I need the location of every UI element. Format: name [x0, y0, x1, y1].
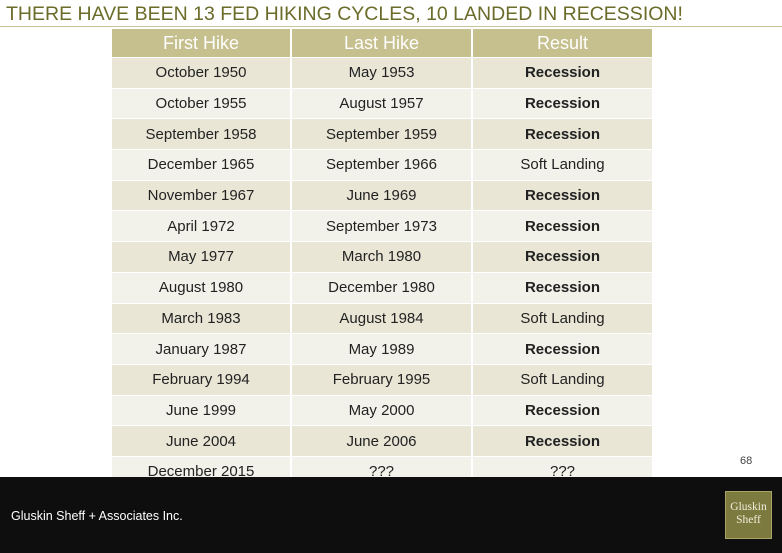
table-row: January 1987 May 1989 Recession — [112, 333, 652, 365]
first-hike-cell: November 1967 — [112, 179, 292, 211]
table-row: May 1977 March 1980 Recession — [112, 241, 652, 273]
first-hike-cell: September 1958 — [112, 118, 292, 150]
table-row: November 1967 June 1969 Recession — [112, 179, 652, 211]
last-hike-cell: March 1980 — [291, 241, 473, 273]
first-hike-cell: February 1994 — [112, 363, 292, 396]
first-hike-cell: August 1980 — [112, 271, 292, 303]
result-cell: Recession — [472, 271, 652, 303]
first-hike-cell: January 1987 — [112, 333, 292, 365]
table-row: September 1958 September 1959 Recession — [112, 118, 652, 150]
last-hike-cell: September 1959 — [291, 118, 473, 150]
table-row: June 1999 May 2000 Recession — [112, 394, 652, 426]
logo-line-1: Gluskin — [730, 501, 767, 513]
table-row: August 1980 December 1980 Recession — [112, 271, 652, 303]
result-cell: Recession — [472, 394, 652, 426]
logo-line-2: Sheff — [736, 514, 761, 526]
table-row: October 1955 August 1957 Recession — [112, 87, 652, 119]
company-name: Gluskin Sheff + Associates Inc. — [11, 509, 183, 523]
result-cell: Recession — [472, 241, 652, 273]
first-hike-cell: October 1955 — [112, 87, 292, 119]
result-cell: Recession — [472, 57, 652, 89]
last-hike-cell: August 1984 — [291, 302, 473, 334]
first-hike-cell: June 1999 — [112, 394, 292, 426]
last-hike-cell: May 1953 — [291, 57, 473, 89]
first-hike-cell: October 1950 — [112, 57, 292, 89]
result-cell: Recession — [472, 333, 652, 365]
table-row: June 2004 June 2006 Recession — [112, 425, 652, 457]
footer-bar: Gluskin Sheff + Associates Inc. Gluskin … — [0, 477, 782, 553]
first-hike-cell: April 1972 — [112, 210, 292, 242]
last-hike-cell: February 1995 — [291, 363, 473, 396]
title-divider — [0, 26, 782, 27]
table-row: December 1965 September 1966 Soft Landin… — [112, 149, 652, 181]
result-cell: Soft Landing — [472, 302, 652, 334]
result-cell: Recession — [472, 87, 652, 119]
table-row: February 1994 February 1995 Soft Landing — [112, 363, 652, 396]
first-hike-cell: December 1965 — [112, 149, 292, 181]
last-hike-cell: September 1966 — [291, 149, 473, 181]
first-hike-cell: May 1977 — [112, 241, 292, 273]
last-hike-cell: September 1973 — [291, 210, 473, 242]
header-result: Result — [472, 29, 652, 58]
hiking-cycles-table: First Hike Last Hike Result October 1950… — [112, 29, 652, 487]
result-cell: Recession — [472, 118, 652, 150]
header-first-hike: First Hike — [112, 29, 292, 58]
first-hike-cell: June 2004 — [112, 425, 292, 457]
header-last-hike: Last Hike — [291, 29, 473, 58]
last-hike-cell: June 2006 — [291, 425, 473, 457]
last-hike-cell: May 1989 — [291, 333, 473, 365]
page-number: 68 — [740, 455, 753, 467]
company-logo: Gluskin Sheff — [725, 491, 772, 539]
last-hike-cell: December 1980 — [291, 271, 473, 303]
result-cell: Recession — [472, 179, 652, 211]
result-cell: Soft Landing — [472, 149, 652, 181]
table-row: October 1950 May 1953 Recession — [112, 57, 652, 89]
slide-title: THERE HAVE BEEN 13 FED HIKING CYCLES, 10… — [6, 3, 683, 25]
last-hike-cell: June 1969 — [291, 179, 473, 211]
result-cell: Recession — [472, 425, 652, 457]
table-row: April 1972 September 1973 Recession — [112, 210, 652, 242]
first-hike-cell: March 1983 — [112, 302, 292, 334]
table-header-row: First Hike Last Hike Result — [112, 29, 652, 58]
last-hike-cell: May 2000 — [291, 394, 473, 426]
table-row: March 1983 August 1984 Soft Landing — [112, 302, 652, 334]
result-cell: Soft Landing — [472, 363, 652, 396]
last-hike-cell: August 1957 — [291, 87, 473, 119]
result-cell: Recession — [472, 210, 652, 242]
